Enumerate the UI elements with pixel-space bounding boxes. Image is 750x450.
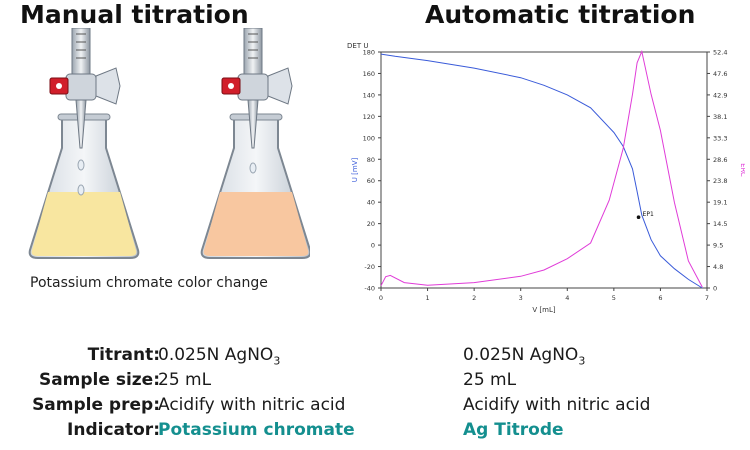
- auto-titrant-value: 0.025N AgNO3: [463, 345, 586, 368]
- titration-curve-chart: DET U-40-2002040608010012014016018004.89…: [347, 42, 745, 314]
- y-right-tick-label: 23.8: [713, 177, 727, 185]
- y-right-tick-label: 28.6: [713, 156, 727, 164]
- y-tick-label: 180: [363, 49, 375, 57]
- row-label-sample-prep: Sample prep:: [32, 395, 160, 415]
- flask-yellow: [28, 113, 140, 259]
- y-tick-label: 100: [363, 134, 375, 142]
- manual-titrant-value: 0.025N AgNO3: [158, 345, 281, 368]
- x-axis-label: V [mL]: [532, 306, 555, 314]
- x-tick-label: 3: [519, 294, 523, 302]
- y-right-tick-label: 4.8: [713, 263, 723, 271]
- y-tick-label: -40: [364, 285, 375, 293]
- y-right-tick-label: 33.3: [713, 134, 727, 142]
- endpoint-label: EP1: [643, 211, 654, 218]
- burette-right: [221, 28, 293, 174]
- y-right-tick-label: 19.1: [713, 199, 727, 207]
- manual-sample-size-value: 25 mL: [158, 370, 212, 390]
- potential-curve: [380, 53, 703, 289]
- yellow-solution: [31, 192, 137, 256]
- erc-curve: [380, 49, 703, 288]
- y-right-axis-label: ERC: [739, 163, 745, 177]
- x-tick-label: 2: [472, 294, 476, 302]
- flask-orange: [200, 113, 310, 259]
- y-tick-label: 140: [363, 91, 375, 99]
- y-tick-label: 0: [371, 242, 375, 250]
- y-tick-label: 40: [367, 199, 375, 207]
- orange-solution: [203, 192, 309, 256]
- x-tick-label: 0: [379, 294, 383, 302]
- y-right-tick-label: 42.9: [713, 91, 727, 99]
- auto-sample-prep-value: Acidify with nitric acid: [463, 395, 651, 415]
- burette-left: [49, 28, 121, 196]
- x-tick-label: 4: [565, 294, 569, 302]
- plot-frame: [380, 51, 708, 289]
- device-label: DET U: [347, 42, 368, 50]
- manual-titration-illustration: [28, 28, 310, 259]
- y-tick-label: -20: [364, 263, 375, 271]
- endpoint-marker: [636, 215, 641, 219]
- auto-sample-size-value: 25 mL: [463, 370, 517, 390]
- color-change-caption: Potassium chromate color change: [30, 275, 268, 291]
- y-right-tick-label: 38.1: [713, 113, 727, 121]
- x-tick-label: 1: [426, 294, 430, 302]
- x-tick-label: 5: [612, 294, 616, 302]
- row-label-indicator: Indicator:: [67, 420, 160, 440]
- manual-indicator-value: Potassium chromate: [158, 420, 355, 440]
- manual-titration-title: Manual titration: [20, 0, 249, 29]
- manual-sample-prep-value: Acidify with nitric acid: [158, 395, 346, 415]
- y-right-tick-label: 14.5: [713, 220, 727, 228]
- y-tick-label: 160: [363, 70, 375, 78]
- auto-indicator-value: Ag Titrode: [463, 420, 564, 440]
- y-right-tick-label: 0: [713, 285, 717, 293]
- y-tick-label: 120: [363, 113, 375, 121]
- y-axis-label: U [mV]: [351, 158, 359, 183]
- automatic-titration-title: Automatic titration: [425, 0, 696, 29]
- y-right-tick-label: 47.6: [713, 70, 727, 78]
- row-label-sample-size: Sample size:: [38, 370, 160, 390]
- y-tick-label: 20: [367, 220, 375, 228]
- y-tick-label: 60: [367, 177, 375, 185]
- x-tick-label: 7: [705, 294, 709, 302]
- x-tick-label: 6: [658, 294, 662, 302]
- y-right-tick-label: 52.4: [713, 49, 727, 57]
- row-label-titrant: Titrant:: [87, 345, 160, 365]
- y-right-tick-label: 9.5: [713, 242, 723, 250]
- y-tick-label: 80: [367, 156, 375, 164]
